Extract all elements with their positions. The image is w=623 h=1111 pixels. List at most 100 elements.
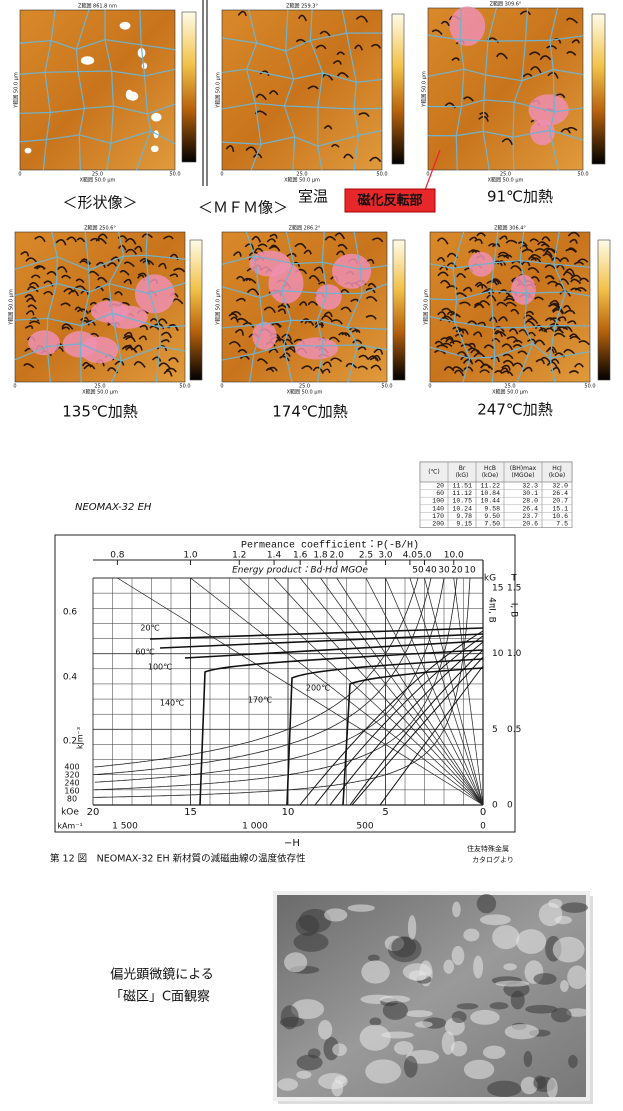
permeance-line bbox=[385, 577, 484, 806]
grain-boundary bbox=[519, 231, 525, 261]
grain-boundary bbox=[553, 68, 584, 76]
micro-domain bbox=[489, 1002, 509, 1010]
afm-panel bbox=[14, 231, 186, 383]
energy-left-tick: 80 bbox=[67, 795, 77, 804]
domain-stripe bbox=[530, 66, 542, 74]
domain-stripe bbox=[549, 302, 561, 309]
particle bbox=[119, 21, 131, 30]
grain-boundary bbox=[353, 108, 360, 136]
grain-boundary bbox=[104, 38, 142, 46]
domain-stripe bbox=[263, 306, 276, 314]
permeance-tick: 5.0 bbox=[417, 551, 432, 561]
callout-box bbox=[344, 188, 436, 213]
x-tick-label: 0 bbox=[220, 384, 223, 390]
x-axis-title: X範囲 50.0 µm bbox=[80, 177, 116, 184]
table-cell: 26.4 bbox=[522, 505, 538, 512]
domain-stripe bbox=[268, 90, 279, 96]
grain-boundary bbox=[139, 9, 142, 45]
domain-stripe bbox=[265, 368, 275, 373]
grain-boundary bbox=[135, 130, 152, 171]
micro-domain bbox=[359, 1024, 391, 1051]
grain-boundary bbox=[111, 360, 122, 383]
grain-boundary bbox=[493, 326, 525, 329]
grain-boundary bbox=[285, 50, 295, 80]
grain-boundary bbox=[284, 105, 318, 108]
domain-stripe bbox=[467, 347, 480, 354]
table-header: HcJ bbox=[552, 465, 562, 472]
domain-stripe bbox=[355, 15, 369, 23]
domain-stripe bbox=[476, 232, 486, 237]
grain-boundary bbox=[50, 9, 56, 41]
grain-boundary bbox=[293, 261, 323, 265]
grain-boundary bbox=[460, 69, 465, 107]
grain-boundary bbox=[108, 255, 125, 284]
demag-curve bbox=[286, 658, 484, 806]
grain-boundary bbox=[317, 106, 355, 110]
grain-boundary bbox=[323, 344, 358, 347]
domain-stripe bbox=[489, 316, 498, 323]
afm-panel bbox=[221, 231, 388, 383]
domain-stripe bbox=[46, 271, 58, 276]
grain-boundary bbox=[146, 113, 152, 132]
grain-boundary bbox=[549, 130, 559, 171]
grain-boundary bbox=[521, 40, 527, 81]
domain-stripe bbox=[123, 278, 132, 285]
grain-boundary bbox=[285, 39, 311, 52]
domain-stripe bbox=[565, 17, 578, 24]
micro-domain bbox=[369, 1017, 382, 1026]
domain-stripe bbox=[257, 358, 268, 365]
domain-stripe bbox=[460, 343, 473, 349]
z-range-label: Z範囲 309.6° bbox=[490, 1, 522, 8]
grain-boundary bbox=[56, 256, 58, 284]
domain-stripe bbox=[95, 237, 107, 245]
y-axis-title: Y範囲 50.0 µm bbox=[13, 72, 20, 109]
grain-boundary bbox=[453, 299, 458, 322]
domain-stripe bbox=[142, 259, 155, 266]
grain-boundary bbox=[294, 136, 318, 147]
left-tick: 0.6 bbox=[63, 608, 78, 618]
permeance-line bbox=[239, 577, 484, 806]
koe-tick: 15 bbox=[184, 807, 197, 818]
table-cell: 10.24 bbox=[452, 505, 472, 512]
colorbar bbox=[189, 239, 203, 381]
domain-stripe bbox=[537, 241, 549, 247]
domain-stripe bbox=[451, 366, 464, 372]
grain-boundary bbox=[484, 41, 489, 75]
grain-boundary bbox=[493, 231, 499, 263]
x-tick-label: 0 bbox=[220, 172, 223, 178]
grain-boundary bbox=[520, 259, 554, 265]
z-range-label: Z範囲 861.8 nm bbox=[78, 3, 117, 10]
domain-stripe bbox=[519, 10, 532, 16]
domain-stripe bbox=[234, 328, 244, 336]
grain-boundary bbox=[322, 72, 357, 83]
kam-tick: 500 bbox=[356, 822, 373, 832]
domain-stripe bbox=[357, 346, 367, 351]
panel-caption: 247℃加熱 bbox=[477, 401, 552, 419]
grain-boundary bbox=[78, 70, 112, 73]
domain-stripe bbox=[502, 359, 514, 366]
grain-boundary bbox=[147, 103, 176, 115]
domain-stripe bbox=[567, 247, 578, 253]
domain-stripe bbox=[27, 304, 38, 310]
table-cell: 7.50 bbox=[484, 521, 500, 528]
grain-boundary bbox=[221, 102, 256, 110]
domain-stripe bbox=[269, 244, 281, 252]
domain-stripe bbox=[26, 286, 39, 293]
grain-boundary bbox=[248, 9, 258, 44]
domain-stripe bbox=[323, 125, 333, 130]
grain-boundary bbox=[78, 108, 86, 136]
domain-stripe bbox=[454, 333, 464, 338]
right-t-tick: 1.0 bbox=[507, 649, 522, 659]
energy-tick: 30 bbox=[438, 566, 450, 576]
domain-stripe bbox=[313, 266, 324, 274]
kam-tick: 1 500 bbox=[112, 822, 138, 832]
grain-boundary bbox=[47, 283, 58, 319]
y-axis-title: Y範囲 50.0 µm bbox=[215, 289, 222, 326]
table-cell: 10.75 bbox=[452, 498, 472, 505]
energy-tick: 40 bbox=[425, 566, 437, 576]
x-tick-label: 25.0 bbox=[299, 384, 310, 390]
grain-boundary bbox=[317, 146, 323, 171]
domain-stripe bbox=[133, 245, 143, 252]
micro-domain bbox=[451, 1010, 467, 1024]
